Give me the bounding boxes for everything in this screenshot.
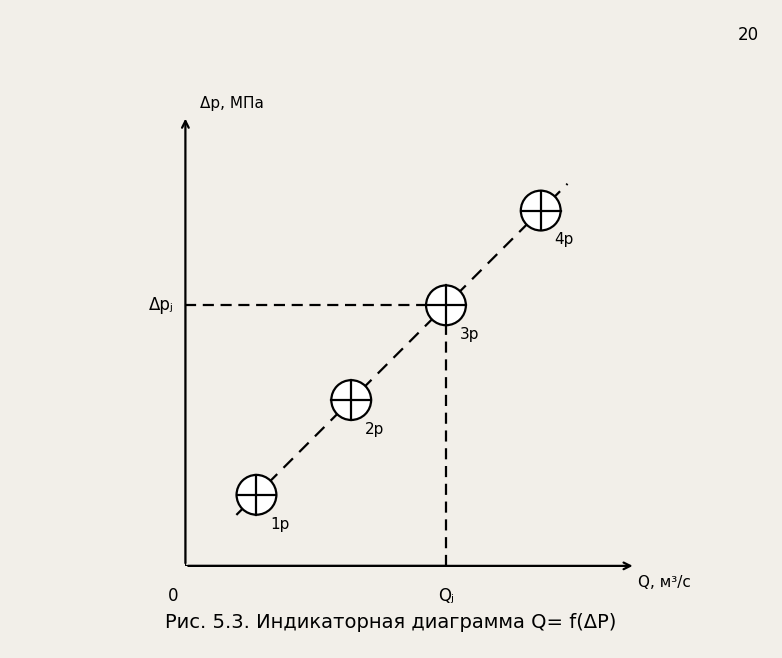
Circle shape	[332, 380, 371, 420]
Text: 2р: 2р	[365, 422, 385, 437]
Text: Δp, МПа: Δp, МПа	[199, 96, 264, 111]
Text: 1р: 1р	[271, 517, 290, 532]
Text: 0: 0	[168, 587, 178, 605]
Circle shape	[426, 286, 466, 325]
Text: Δpⱼ: Δpⱼ	[149, 296, 174, 315]
Circle shape	[237, 475, 276, 515]
Text: Qⱼ: Qⱼ	[438, 587, 454, 605]
Text: 20: 20	[737, 26, 759, 44]
Circle shape	[521, 191, 561, 230]
Text: Q, м³/с: Q, м³/с	[638, 575, 691, 590]
Text: 3р: 3р	[460, 327, 479, 342]
Text: Рис. 5.3. Индикаторная диаграмма Q= f(ΔP): Рис. 5.3. Индикаторная диаграмма Q= f(ΔP…	[165, 613, 617, 632]
Text: 4р: 4р	[554, 232, 574, 247]
